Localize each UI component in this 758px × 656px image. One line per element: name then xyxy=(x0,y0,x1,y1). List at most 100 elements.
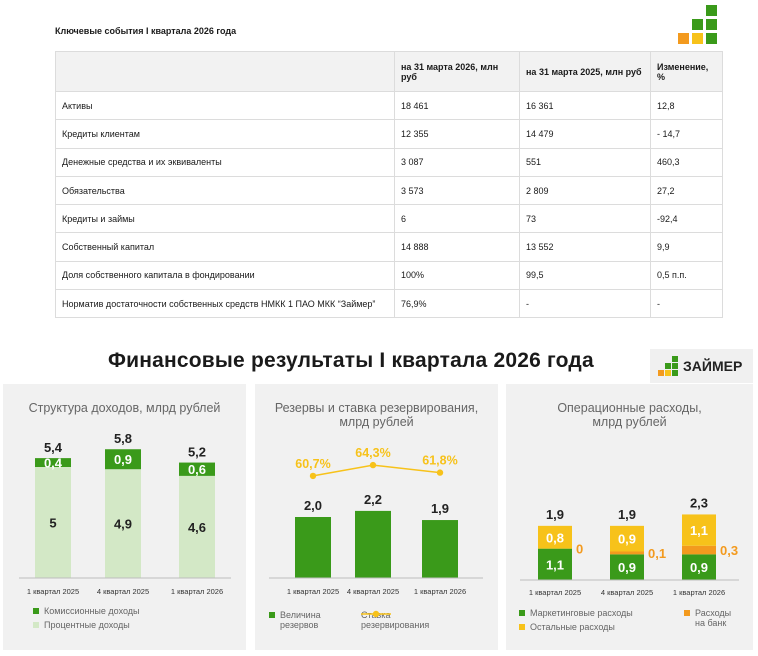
legend-swatch xyxy=(519,610,525,616)
income-structure-panel: Структура доходов, млрд рублей 5 0,4 5,4 4,… xyxy=(3,384,246,650)
table-cell: Обязательства xyxy=(55,175,395,206)
x-tick-label: 1 квартал 2026 xyxy=(414,587,466,596)
table-row: Кредиты и займы 6 73 -92,4 xyxy=(55,204,723,234)
legend-line-marker xyxy=(361,610,391,618)
table-cell: 14 479 xyxy=(519,119,651,149)
bar-segment-marketing xyxy=(610,554,644,580)
data-label: 4,6 xyxy=(188,520,206,535)
data-label: 0,1 xyxy=(648,546,666,561)
table-header-cell: Изменение, % xyxy=(650,51,723,92)
data-label: 0,6 xyxy=(188,462,206,477)
table-cell: Денежные средства и их эквиваленты xyxy=(55,147,395,177)
table-cell: 18 461 xyxy=(394,90,520,121)
rate-label: 60,7% xyxy=(295,457,330,471)
table-cell: 6 xyxy=(394,204,520,234)
table-cell: 12,8 xyxy=(650,90,723,121)
data-label: 0 xyxy=(576,542,583,557)
legend-label: Процентные доходы xyxy=(44,620,130,630)
bar-segment-bank xyxy=(610,551,644,555)
table-cell: - xyxy=(519,289,651,319)
x-tick-label: 1 квартал 2025 xyxy=(287,587,339,596)
data-label: 0,9 xyxy=(618,560,636,575)
x-tick-label: 1 квартал 2025 xyxy=(27,587,79,596)
rate-label: 64,3% xyxy=(355,446,390,460)
table-row: Денежные средства и их эквиваленты 3 087… xyxy=(55,147,723,177)
table-row: Норматив достаточности собственных средс… xyxy=(55,289,723,319)
legend-label: Величина резервов xyxy=(280,610,321,630)
table-header-cell: на 31 марта 2026, млн руб xyxy=(394,51,520,92)
bar xyxy=(422,520,458,578)
legend-swatch xyxy=(33,622,39,628)
x-tick-label: 4 квартал 2025 xyxy=(97,587,149,596)
total-label: 5,2 xyxy=(188,445,206,460)
table-cell: 0,5 п.п. xyxy=(650,260,723,291)
bar-segment-interest xyxy=(179,475,215,578)
reserves-panel: Резервы и ставка резервирования, млрд ру… xyxy=(255,384,498,650)
table-header-cell xyxy=(55,51,395,92)
brand-mark-icon xyxy=(658,356,678,376)
brand-name: ЗАЙМЕР xyxy=(683,358,743,374)
legend-label: Маркетинговые расходы xyxy=(530,608,633,618)
legend-swatch xyxy=(269,612,275,618)
chart-legend: Ставка резервирования xyxy=(361,610,491,630)
opex-chart: 1,1 0,8 0 1,9 0,9 0,9 0,1 1,9 0,9 1,1 0,3 2,3 1 квар… xyxy=(520,495,739,597)
x-tick-label: 1 квартал 2026 xyxy=(673,588,725,597)
bar-segment-other xyxy=(610,525,644,552)
table-cell: 3 087 xyxy=(394,147,520,177)
table-cell: 100% xyxy=(394,260,520,291)
data-label: 4,9 xyxy=(114,517,132,532)
table-cell: Кредиты и займы xyxy=(55,204,395,234)
table-cell: 12 355 xyxy=(394,119,520,149)
x-tick-label: 4 квартал 2025 xyxy=(601,588,653,597)
legend-swatch xyxy=(519,624,525,630)
data-label: 0,8 xyxy=(546,530,564,545)
data-label: 0,9 xyxy=(114,452,132,467)
rate-point xyxy=(436,469,444,476)
data-label: 0,9 xyxy=(690,560,708,575)
table-header-cell: на 31 марта 2025, млн руб xyxy=(519,51,651,92)
rate-point xyxy=(309,472,317,480)
table-cell: 27,2 xyxy=(650,175,723,206)
bar-segment-other xyxy=(682,514,716,546)
data-label: 0,9 xyxy=(618,532,636,547)
chart-legend: Комиссионные доходы Процентные доходы xyxy=(33,606,140,630)
table-cell: Собственный капитал xyxy=(55,232,395,262)
chart-title: Резервы и ставка резервирования, млрд ру… xyxy=(274,401,479,429)
document-title: Ключевые события I квартала 2026 года xyxy=(55,26,237,36)
bar-segment-commission xyxy=(105,449,141,470)
data-label: 0,4 xyxy=(44,456,63,471)
bar-segment-interest xyxy=(35,467,71,578)
table-row: Обязательства 3 573 2 809 27,2 xyxy=(55,175,723,206)
table-cell: 3 573 xyxy=(394,175,520,206)
table-cell: - 14,7 xyxy=(650,119,723,149)
brand-logo: ЗАЙМЕР xyxy=(650,349,753,383)
bar-segment-marketing xyxy=(682,554,716,580)
table-cell: 9,9 xyxy=(650,232,723,262)
table-row: Кредиты клиентам 12 355 14 479 - 14,7 xyxy=(55,119,723,149)
data-label: 1,9 xyxy=(431,501,449,516)
total-label: 1,9 xyxy=(546,507,564,522)
chart-title: Структура доходов, млрд рублей xyxy=(28,401,221,415)
table-cell: - xyxy=(650,289,723,319)
table-cell: 76,9% xyxy=(394,289,520,319)
table-cell: Кредиты клиентам xyxy=(55,119,395,149)
chart-legend: Расходы на банк xyxy=(684,608,744,628)
data-label: 2,0 xyxy=(304,498,322,513)
table-cell: 14 888 xyxy=(394,232,520,262)
table-cell: 73 xyxy=(519,204,651,234)
legend-label: Комиссионные доходы xyxy=(44,606,140,616)
total-label: 5,8 xyxy=(114,431,132,446)
table-header-row: на 31 марта 2026, млн руб на 31 марта 20… xyxy=(55,51,723,92)
rate-label: 61,8% xyxy=(422,454,457,468)
table-cell: 13 552 xyxy=(519,232,651,262)
data-label: 1,1 xyxy=(546,557,564,572)
table-row: Активы 18 461 16 361 12,8 xyxy=(55,90,723,121)
table-cell: Активы xyxy=(55,90,395,121)
section-title: Финансовые результаты I квартала 2026 го… xyxy=(108,349,594,372)
legend-swatch xyxy=(33,608,39,614)
table-cell: 16 361 xyxy=(519,90,651,121)
x-tick-label: 1 квартал 2026 xyxy=(171,587,223,596)
data-label: 1,1 xyxy=(690,523,708,538)
total-label: 5,4 xyxy=(44,440,63,455)
legend-swatch xyxy=(684,610,690,616)
